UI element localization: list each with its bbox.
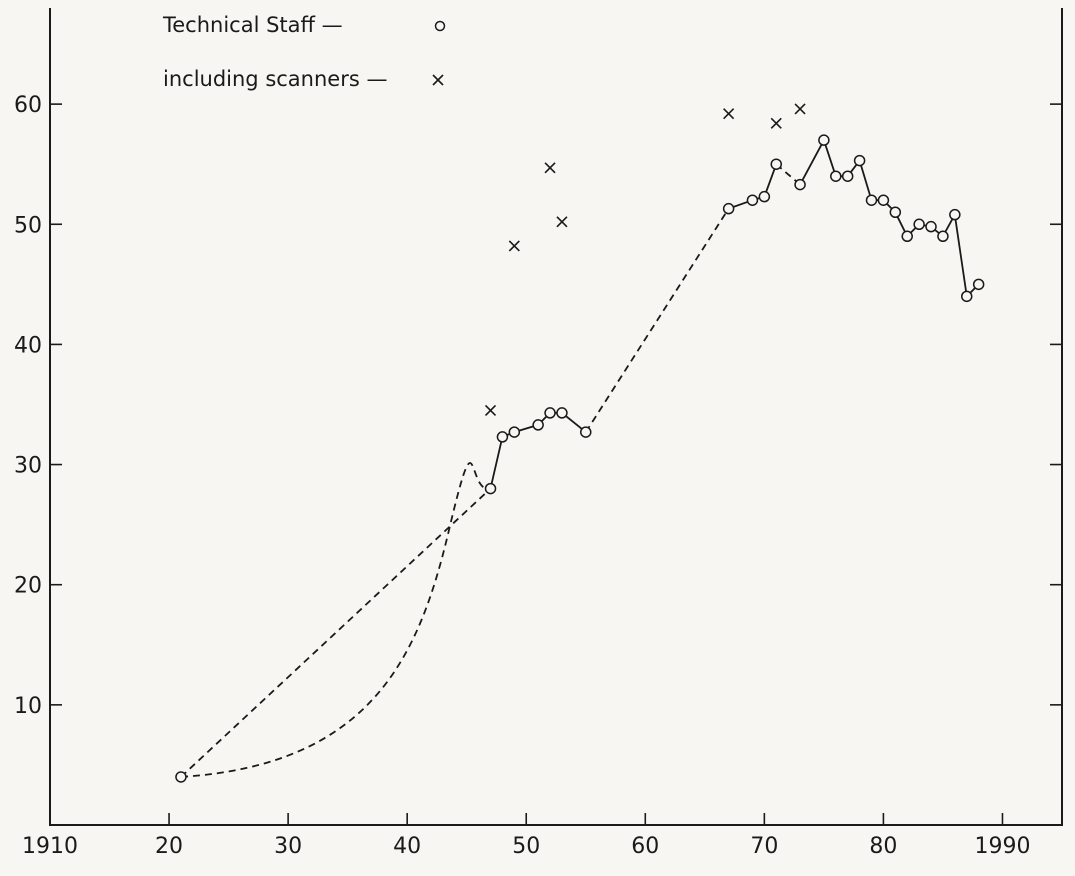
markers	[175, 103, 985, 783]
data-point-technical-staff	[484, 482, 497, 495]
legend-entry-technical-staff: Technical Staff —	[162, 13, 343, 37]
data-point-technical-staff	[901, 230, 913, 243]
x-tick-label: 1990	[974, 834, 1030, 859]
data-point-including-scanners	[794, 103, 806, 115]
curves	[180, 137, 980, 778]
data-point-technical-staff	[175, 771, 187, 783]
data-point-technical-staff	[818, 134, 830, 146]
x-tick-label: 40	[393, 834, 421, 859]
x-tick-label: 60	[631, 834, 659, 859]
axes: 1910 20 30 40 50 60 70 80 1990 10 20 30 40 50 60	[14, 8, 1063, 859]
y-tick-label: 10	[14, 694, 42, 719]
data-point-technical-staff	[841, 170, 854, 182]
x-tick-label: 20	[155, 834, 183, 859]
series-line-dashed	[180, 487, 492, 778]
data-point-including-scanners	[484, 404, 497, 417]
data-point-technical-staff	[746, 194, 759, 206]
data-point-technical-staff	[758, 190, 771, 203]
series-line-solid	[728, 163, 778, 210]
alternative-curve	[180, 462, 491, 778]
data-point-technical-staff	[496, 431, 509, 443]
data-point-technical-staff	[877, 194, 890, 206]
data-point-technical-staff	[889, 206, 902, 218]
data-point-technical-staff	[508, 426, 521, 438]
data-point-technical-staff	[925, 220, 937, 233]
y-tick-label: 30	[14, 454, 42, 479]
data-point-technical-staff	[865, 194, 878, 206]
y-tick-label: 60	[14, 93, 42, 118]
data-point-technical-staff	[913, 218, 925, 231]
data-point-technical-staff	[972, 278, 985, 291]
data-point-including-scanners	[544, 162, 556, 174]
data-point-technical-staff	[961, 290, 973, 303]
data-point-technical-staff	[853, 154, 866, 167]
data-point-technical-staff	[830, 170, 842, 182]
legend-x-marker	[432, 74, 444, 86]
legend-circle-marker	[434, 20, 446, 32]
data-point-technical-staff	[532, 419, 544, 431]
series-line-dashed	[585, 208, 730, 433]
data-point-technical-staff	[937, 230, 949, 243]
axis-frame	[49, 8, 1063, 826]
data-point-including-scanners	[508, 240, 520, 252]
data-point-including-scanners	[723, 108, 735, 120]
y-tick-label: 20	[14, 574, 42, 599]
x-tick-label: 1910	[22, 834, 78, 859]
x-tick-label: 70	[750, 834, 778, 859]
x-tick-label: 50	[512, 834, 540, 859]
x-tick-label: 30	[274, 834, 302, 859]
data-point-including-scanners	[556, 216, 568, 228]
x-tick-label: 80	[869, 834, 897, 859]
data-point-technical-staff	[949, 208, 961, 221]
y-tick-label: 40	[14, 333, 42, 358]
data-point-technical-staff	[794, 178, 806, 191]
data-point-technical-staff	[770, 158, 783, 170]
data-point-technical-staff	[580, 426, 592, 438]
legend-entry-including-scanners: including scanners —	[163, 67, 387, 91]
legend: Technical Staff — including scanners —	[162, 13, 446, 91]
data-point-technical-staff	[556, 407, 568, 419]
data-point-technical-staff	[544, 407, 556, 419]
data-point-technical-staff	[722, 202, 735, 215]
data-point-including-scanners	[770, 117, 782, 129]
y-tick-label: 50	[14, 213, 42, 238]
